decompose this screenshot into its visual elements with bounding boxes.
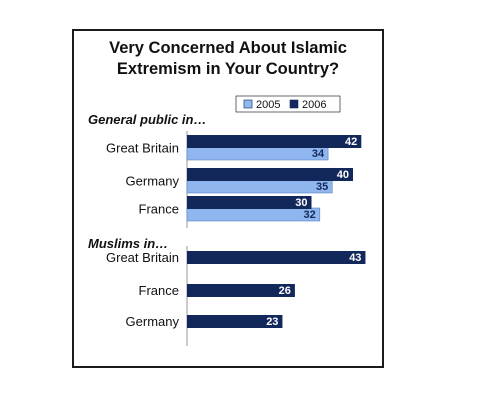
bar-2006 xyxy=(187,251,366,264)
bar-2006 xyxy=(187,315,283,328)
bar-2006 xyxy=(187,135,362,148)
legend-label-2006: 2006 xyxy=(302,99,326,111)
bar-2006 xyxy=(187,196,312,209)
category-label: Great Britain xyxy=(106,250,179,265)
data-label-2006: 23 xyxy=(266,316,278,328)
chart-title-line: Very Concerned About Islamic xyxy=(109,39,347,57)
category-label: France xyxy=(139,202,179,217)
category-label: Germany xyxy=(126,314,180,329)
group-label: Muslims in… xyxy=(88,236,168,251)
category-label: Great Britain xyxy=(106,141,179,156)
data-label-2005: 32 xyxy=(304,209,316,221)
data-label-2005: 34 xyxy=(312,148,325,160)
bar-2005 xyxy=(186,207,321,222)
bar-2006 xyxy=(187,168,353,181)
data-label-2006: 43 xyxy=(349,252,361,264)
chart-title-line: Extremism in Your Country? xyxy=(117,60,339,78)
bar-2005 xyxy=(186,146,329,161)
data-label-2006: 26 xyxy=(279,285,291,297)
bar-2005 xyxy=(186,179,333,194)
chart-svg: Very Concerned About Islamic Extremism in… xyxy=(88,39,366,346)
category-label: France xyxy=(139,283,179,298)
group-label: General public in… xyxy=(88,112,206,127)
legend-box xyxy=(235,95,341,113)
legend-label-2005: 2005 xyxy=(256,99,280,111)
legend-swatch-2006 xyxy=(289,99,299,109)
data-label-2006: 40 xyxy=(337,169,349,181)
legend-swatch-2005 xyxy=(243,99,253,109)
data-label-2006: 42 xyxy=(345,136,357,148)
chart-frame: Very Concerned About Islamic Extremism in… xyxy=(72,29,384,368)
data-label-2006: 30 xyxy=(295,197,307,209)
bar-2006 xyxy=(187,284,295,297)
category-label: Germany xyxy=(126,174,180,189)
data-label-2005: 35 xyxy=(316,181,328,193)
